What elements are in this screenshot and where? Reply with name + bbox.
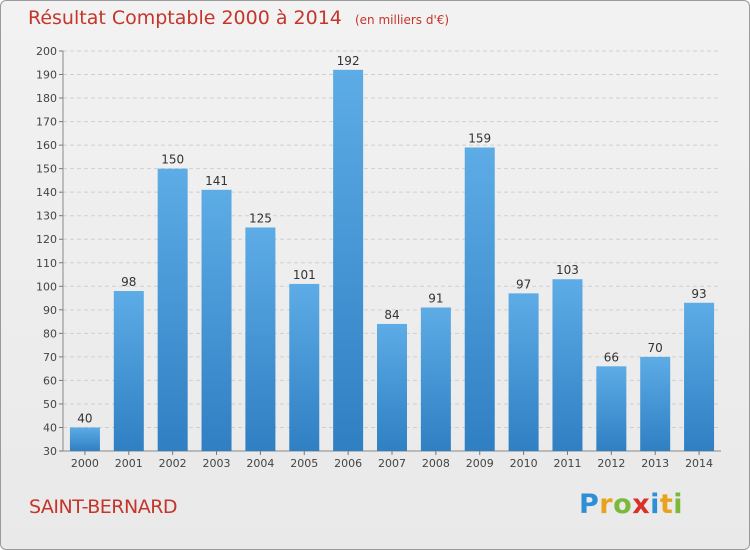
y-tick-label: 40 — [43, 421, 57, 434]
logo-letter: t — [659, 489, 674, 520]
bar — [113, 291, 144, 451]
bar — [684, 302, 715, 451]
logo-letter: x — [632, 489, 651, 520]
y-tick-label: 200 — [36, 45, 57, 58]
x-tick-label: 2011 — [553, 457, 581, 470]
bar-value-label: 101 — [293, 268, 316, 282]
bar-value-label: 66 — [604, 350, 619, 364]
bar-value-label: 125 — [249, 211, 272, 225]
bar — [464, 147, 495, 451]
x-tick-label: 2013 — [641, 457, 669, 470]
bar-value-label: 97 — [516, 277, 531, 291]
x-tick-label: 2004 — [246, 457, 274, 470]
x-tick-label: 2005 — [290, 457, 318, 470]
y-tick-label: 30 — [43, 445, 57, 458]
proxiti-logo: Proxiti — [579, 489, 683, 520]
logo-letter: P — [579, 489, 600, 520]
y-tick-label: 80 — [43, 327, 57, 340]
bar — [333, 69, 364, 451]
x-tick-label: 2002 — [159, 457, 187, 470]
logo-letter: o — [613, 489, 633, 520]
y-tick-label: 160 — [36, 139, 57, 152]
y-tick-label: 50 — [43, 398, 57, 411]
logo-letter: i — [650, 489, 660, 520]
bar-value-label: 93 — [691, 287, 706, 301]
bar — [552, 279, 583, 451]
bar — [596, 366, 627, 451]
x-tick-label: 2009 — [466, 457, 494, 470]
y-tick-label: 140 — [36, 186, 57, 199]
y-tick-label: 70 — [43, 351, 57, 364]
y-tick-label: 90 — [43, 304, 57, 317]
x-tick-label: 2006 — [334, 457, 362, 470]
bar-value-label: 84 — [384, 308, 399, 322]
bar-value-label: 70 — [648, 341, 663, 355]
chart-subtitle: (en milliers d'€) — [354, 13, 450, 27]
y-tick-label: 130 — [36, 210, 57, 223]
x-tick-label: 2001 — [115, 457, 143, 470]
bar — [245, 227, 276, 451]
bar — [201, 189, 232, 451]
x-tick-label: 2000 — [71, 457, 99, 470]
commune-name: SAINT-BERNARD — [29, 496, 178, 518]
y-tick-label: 100 — [36, 280, 57, 293]
bar-value-label: 150 — [161, 153, 184, 167]
bar — [289, 283, 320, 451]
logo-letter: r — [599, 489, 614, 520]
y-tick-label: 150 — [36, 163, 57, 176]
bar-value-label: 40 — [77, 411, 92, 425]
bar-value-label: 103 — [556, 263, 579, 277]
bar — [377, 323, 407, 451]
bar-value-label: 91 — [428, 291, 443, 305]
bar-value-label: 141 — [205, 174, 228, 188]
logo-letter: i — [673, 489, 684, 520]
bar — [508, 293, 539, 451]
y-tick-label: 190 — [36, 69, 57, 82]
x-tick-label: 2014 — [685, 457, 713, 470]
bar — [640, 356, 671, 451]
bar — [420, 307, 451, 451]
y-tick-label: 110 — [36, 257, 57, 270]
x-tick-label: 2010 — [510, 457, 538, 470]
bar-value-label: 98 — [121, 275, 136, 289]
x-tick-label: 2008 — [422, 457, 450, 470]
x-tick-label: 2003 — [203, 457, 231, 470]
bar-value-label: 192 — [337, 54, 360, 68]
bar — [157, 168, 188, 451]
chart-title-row: Résultat Comptable 2000 à 2014 (en milli… — [28, 7, 449, 29]
y-tick-label: 170 — [36, 116, 57, 129]
x-tick-label: 2007 — [378, 457, 406, 470]
y-tick-label: 180 — [36, 92, 57, 105]
y-tick-label: 120 — [36, 233, 57, 246]
x-tick-label: 2012 — [597, 457, 625, 470]
bar-value-label: 159 — [468, 131, 491, 145]
bar — [69, 427, 100, 451]
y-tick-label: 60 — [43, 374, 57, 387]
chart-title: Résultat Comptable 2000 à 2014 — [28, 7, 342, 29]
